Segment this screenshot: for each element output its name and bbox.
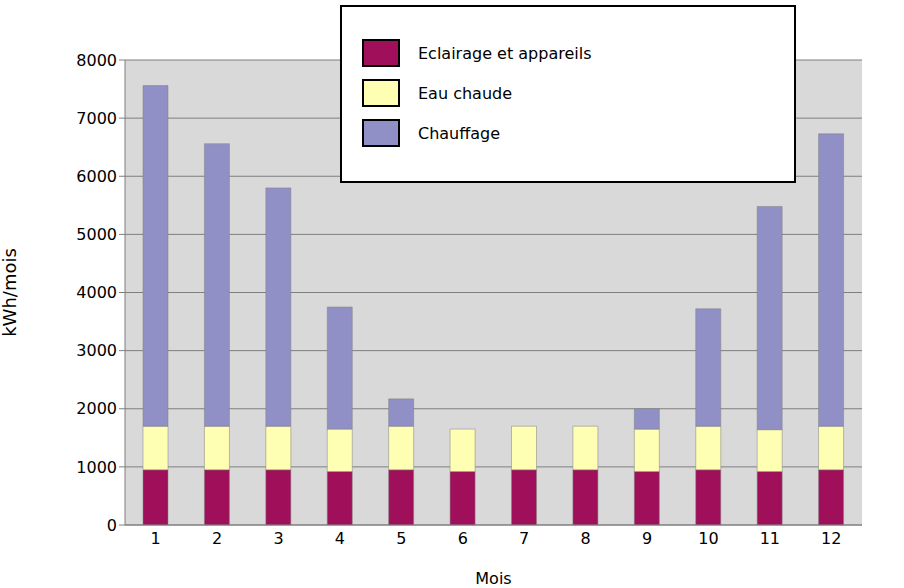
svg-text:9: 9 bbox=[642, 529, 652, 548]
svg-text:10: 10 bbox=[698, 529, 718, 548]
svg-text:6: 6 bbox=[458, 529, 468, 548]
svg-text:3000: 3000 bbox=[76, 341, 117, 360]
html-text:Chauffage: Chauffage bbox=[418, 123, 501, 143]
svg-text:5: 5 bbox=[396, 529, 406, 548]
svg-text:0: 0 bbox=[107, 516, 117, 535]
svg-text:2000: 2000 bbox=[76, 399, 117, 418]
svg-text:2: 2 bbox=[212, 529, 222, 548]
svg-text:5000: 5000 bbox=[76, 225, 117, 244]
svg-text:7: 7 bbox=[519, 529, 529, 548]
svg-text:1000: 1000 bbox=[76, 458, 117, 477]
svg-text:Mois: Mois bbox=[475, 569, 511, 588]
html-text:Eau chaude: Eau chaude bbox=[418, 83, 512, 103]
svg-text:4: 4 bbox=[335, 529, 345, 548]
html-text:Eclairage et appareils: Eclairage et appareils bbox=[418, 43, 592, 63]
svg-text:3: 3 bbox=[273, 529, 283, 548]
svg-text:11: 11 bbox=[760, 529, 780, 548]
svg-text:8000: 8000 bbox=[76, 51, 117, 70]
svg-text:6000: 6000 bbox=[76, 167, 117, 186]
svg-text:12: 12 bbox=[821, 529, 841, 548]
svg-text:1: 1 bbox=[151, 529, 161, 548]
svg-text:4000: 4000 bbox=[76, 283, 117, 302]
svg-text:8: 8 bbox=[581, 529, 591, 548]
svg-text:kWh/mois: kWh/mois bbox=[8, 248, 20, 337]
svg-text:7000: 7000 bbox=[76, 109, 117, 128]
